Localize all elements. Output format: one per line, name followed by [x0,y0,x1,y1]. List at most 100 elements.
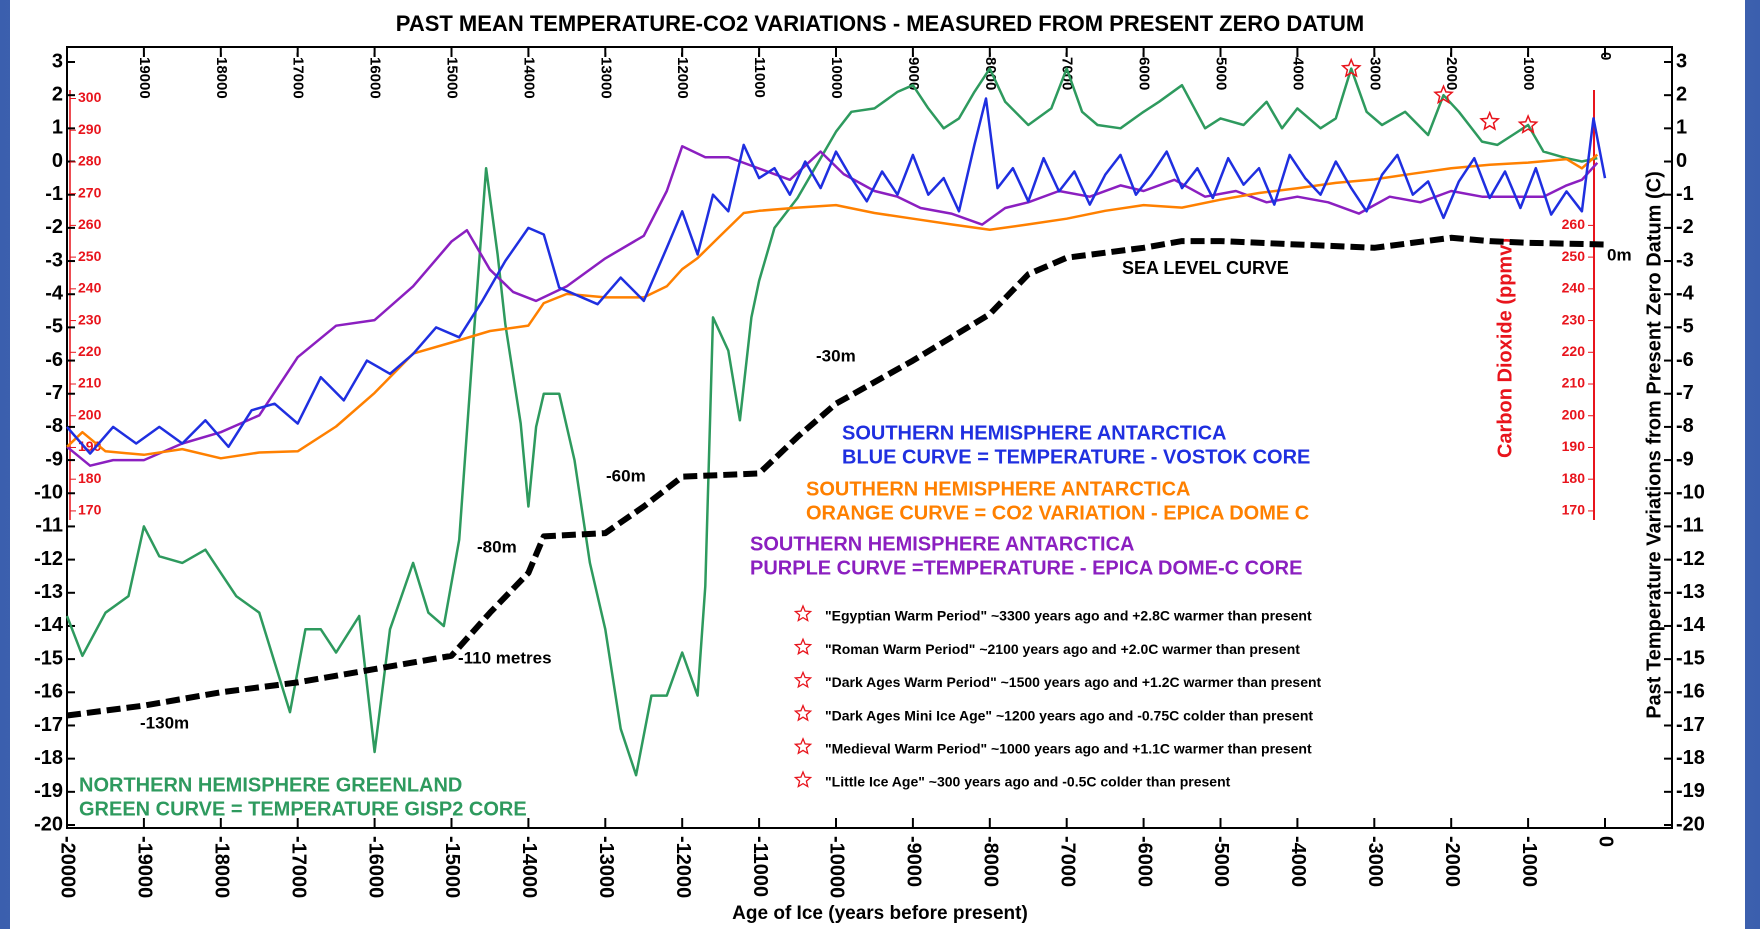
sea-level-annotation: -130m [140,713,189,732]
x-tick-label-top: 0 [1597,52,1614,60]
y-tick-label-right: -7 [1676,382,1694,404]
y-tick-label-right: -1 [1676,183,1694,205]
y2-tick-label-right: 240 [1562,280,1586,296]
y-tick-label: -12 [34,548,63,570]
y2-tick-label-right: 180 [1562,470,1586,486]
y2-tick-label: 260 [78,216,102,232]
y-tick-label-right: -6 [1676,349,1694,371]
note: "Dark Ages Warm Period" ~1500 years ago … [825,674,1322,690]
y2-tick-label: 170 [78,502,102,518]
y2-axis-label: Carbon Dioxide (ppmv) [1494,238,1516,458]
x-tick-label: -13000 [595,836,617,898]
y-tick-label: -15 [34,647,63,669]
y2-tick-label-right: 230 [1562,311,1586,327]
y-tick-label: -20 [34,813,63,835]
sea-level-line [66,234,1606,719]
x-tick-label-top: -6000 [1136,52,1153,90]
chart-title: PAST MEAN TEMPERATURE-CO2 VARIATIONS - M… [396,11,1364,36]
y-tick-label-right: -13 [1676,581,1705,603]
y2-tick-label: 220 [78,343,102,359]
x-axis-label: Age of Ice (years before present) [732,903,1028,924]
x-tick-label-top: -1000 [1520,52,1537,90]
x-tick-label-top: -14000 [520,52,537,99]
x-tick-label-top: -4000 [1289,52,1306,90]
y-tick-label: -4 [45,282,64,304]
legend-header: SOUTHERN HEMISPHERE ANTARCTICA [842,422,1226,444]
y2-tick-label-right: 210 [1562,375,1586,391]
y-tick-label-right: 2 [1676,83,1687,105]
y2-tick-label: 280 [78,153,102,169]
y2-tick-label: 200 [78,406,102,422]
y-tick-label-right: 3 [1676,50,1687,72]
y-tick-label: -16 [34,681,63,703]
star-marker [1517,114,1539,134]
x-tick-label: -2000 [1441,836,1463,887]
y-tick-label: -17 [34,714,63,736]
y-tick-label: -18 [34,747,63,769]
y2-tick-label-right: 220 [1562,343,1586,359]
y2-tick-label: 230 [78,311,102,327]
y-tick-label: -1 [45,183,63,205]
x-tick-label-top: -11000 [751,52,768,98]
x-tick-label: -4000 [1287,836,1309,887]
star-marker [1479,110,1501,131]
y-tick-label-right: -11 [1676,515,1704,537]
note: "Roman Warm Period" ~2100 years ago and … [825,641,1300,657]
x-tick-label-top: -17000 [290,52,307,99]
y-tick-label-right: -19 [1676,780,1705,802]
x-tick-label: -17000 [287,836,309,898]
y-tick-label: -11 [35,515,63,537]
y-tick-label: -14 [34,614,64,636]
star-marker [1340,57,1362,78]
x-tick-label: -12000 [672,836,694,898]
x-tick-label: -18000 [211,836,233,898]
y-tick-label: 0 [52,150,63,172]
x-tick-label-top: -5000 [1213,52,1230,90]
x-tick-label: -20000 [57,836,79,898]
y2-tick-label: 250 [78,248,102,264]
x-tick-label: -10000 [826,836,848,898]
x-tick-label-top: -2000 [1443,52,1460,90]
sea-level-annotation: -110 metres [458,648,552,667]
note-star [793,637,813,656]
y-tick-label-right: -4 [1676,282,1695,304]
note: "Medieval Warm Period" ~1000 years ago a… [825,741,1312,757]
x-tick-label: -8000 [980,836,1002,887]
legend-label: GREEN CURVE = TEMPERATURE GISP2 CORE [79,798,527,820]
y2-tick-label: 290 [78,121,102,137]
series-line [66,145,1599,467]
legend-header: SOUTHERN HEMISPHERE ANTARCTICA [750,533,1134,555]
x-tick-label: -3000 [1364,836,1386,887]
y-tick-label-right: -16 [1676,681,1705,703]
y2-tick-label-right: 250 [1562,248,1586,264]
sea-level-label: SEA LEVEL CURVE [1122,258,1289,278]
x-tick-label: -7000 [1056,836,1078,887]
note-star [793,670,813,689]
y2-tick-label-right: 260 [1562,216,1586,232]
note: "Dark Ages Mini Ice Age" ~1200 years ago… [825,707,1313,723]
y-tick-label-right: -10 [1676,482,1705,504]
x-tick-label-top: -19000 [136,52,153,99]
x-tick-label-top: -10000 [828,52,845,99]
note-star [793,770,813,788]
x-tick-label-top: -15000 [444,52,461,99]
y-tick-label: -3 [45,249,63,271]
legend-label: ORANGE CURVE = CO2 VARIATION - EPICA DOM… [806,502,1309,524]
x-tick-label-top: -3000 [1366,52,1383,90]
y2-tick-label-right: 200 [1562,406,1586,422]
y-tick-label-right: -17 [1676,714,1705,736]
y-tick-label-right: -5 [1676,316,1694,338]
y-tick-label-right: -14 [1676,614,1706,636]
y-tick-label-right: -15 [1676,647,1705,669]
sea-level-annotation: 0m [1607,245,1632,264]
x-tick-label: -15000 [441,836,463,898]
y-tick-label: -9 [45,448,63,470]
note-star [793,703,813,722]
sea-level-annotation: -30m [816,346,856,365]
y-tick-label: -5 [45,316,63,338]
y2-tick-label-right: 170 [1562,502,1586,518]
series-line [65,67,1598,777]
x-tick-label: -16000 [364,836,386,898]
y2-tick-label: 240 [78,280,102,296]
